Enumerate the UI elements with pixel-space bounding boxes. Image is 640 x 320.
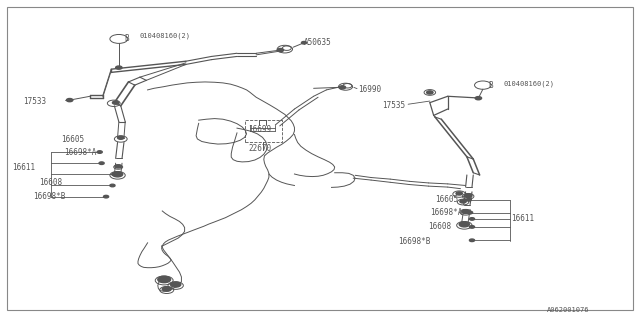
Text: 010408160(2): 010408160(2) <box>504 80 555 87</box>
Circle shape <box>339 86 346 89</box>
Text: 16698*B: 16698*B <box>399 237 431 246</box>
Circle shape <box>465 194 472 197</box>
Text: 17535: 17535 <box>383 101 406 110</box>
Circle shape <box>116 66 122 69</box>
Circle shape <box>460 222 469 227</box>
Circle shape <box>163 287 172 291</box>
Circle shape <box>171 282 180 287</box>
Circle shape <box>467 198 471 201</box>
Circle shape <box>158 276 171 283</box>
Circle shape <box>110 184 115 187</box>
Text: 16611: 16611 <box>12 164 35 172</box>
Circle shape <box>469 226 474 228</box>
Circle shape <box>99 162 104 164</box>
Text: B: B <box>488 81 493 90</box>
Circle shape <box>469 239 474 242</box>
Circle shape <box>467 211 472 214</box>
Circle shape <box>456 192 463 195</box>
Circle shape <box>427 91 433 94</box>
Text: A062001076: A062001076 <box>547 307 589 313</box>
Bar <box>244 120 282 142</box>
Circle shape <box>475 97 481 100</box>
Text: 16698*B: 16698*B <box>33 192 65 201</box>
Text: 22670: 22670 <box>248 144 271 153</box>
Circle shape <box>115 165 122 168</box>
Circle shape <box>277 49 284 52</box>
Circle shape <box>97 151 102 153</box>
Text: 16698*A: 16698*A <box>65 148 97 156</box>
Circle shape <box>462 210 469 213</box>
Circle shape <box>460 200 467 203</box>
Text: A50635: A50635 <box>304 38 332 47</box>
Circle shape <box>104 196 109 198</box>
Circle shape <box>118 136 124 139</box>
Text: 16608: 16608 <box>39 178 62 187</box>
Text: 17533: 17533 <box>23 97 46 106</box>
Text: 16611: 16611 <box>511 214 534 223</box>
Text: 010408160(2): 010408160(2) <box>140 33 191 39</box>
Text: 16608: 16608 <box>429 222 452 231</box>
Text: 16605: 16605 <box>435 195 458 204</box>
Circle shape <box>469 218 474 220</box>
Circle shape <box>301 42 307 44</box>
Text: 16990: 16990 <box>358 85 381 94</box>
Text: 16699: 16699 <box>248 125 271 134</box>
Circle shape <box>113 101 119 104</box>
Circle shape <box>112 173 117 176</box>
Text: 16698*A: 16698*A <box>430 208 462 217</box>
Text: B: B <box>124 35 129 44</box>
Circle shape <box>67 99 73 102</box>
Text: 16605: 16605 <box>61 135 84 144</box>
Circle shape <box>113 172 123 177</box>
